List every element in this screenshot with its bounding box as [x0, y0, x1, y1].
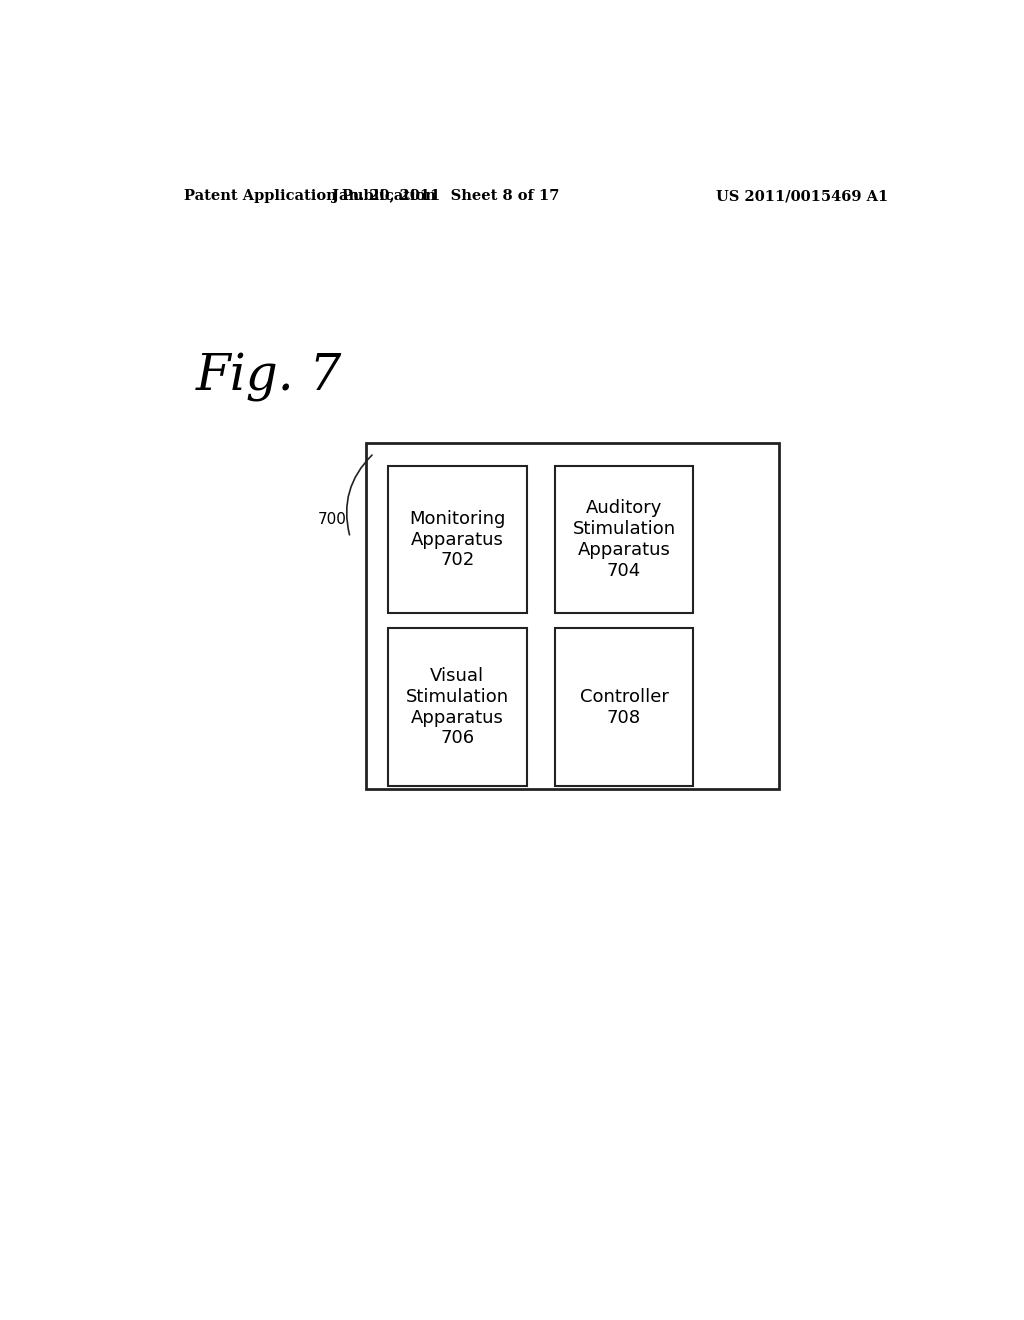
Text: Auditory
Stimulation
Apparatus
704: Auditory Stimulation Apparatus 704: [572, 499, 676, 579]
Text: 700: 700: [317, 512, 346, 527]
Bar: [555, 628, 693, 785]
Text: Jan. 20, 2011  Sheet 8 of 17: Jan. 20, 2011 Sheet 8 of 17: [332, 189, 559, 203]
Text: Controller
708: Controller 708: [580, 688, 669, 726]
FancyArrowPatch shape: [347, 455, 372, 535]
Bar: [555, 466, 693, 614]
Bar: [367, 444, 778, 788]
Text: Visual
Stimulation
Apparatus
706: Visual Stimulation Apparatus 706: [406, 667, 509, 747]
Text: Patent Application Publication: Patent Application Publication: [183, 189, 435, 203]
Text: Fig. 7: Fig. 7: [196, 352, 342, 401]
Text: US 2011/0015469 A1: US 2011/0015469 A1: [717, 189, 889, 203]
Text: Monitoring
Apparatus
702: Monitoring Apparatus 702: [410, 510, 506, 569]
Bar: [388, 466, 526, 614]
Bar: [388, 628, 526, 785]
